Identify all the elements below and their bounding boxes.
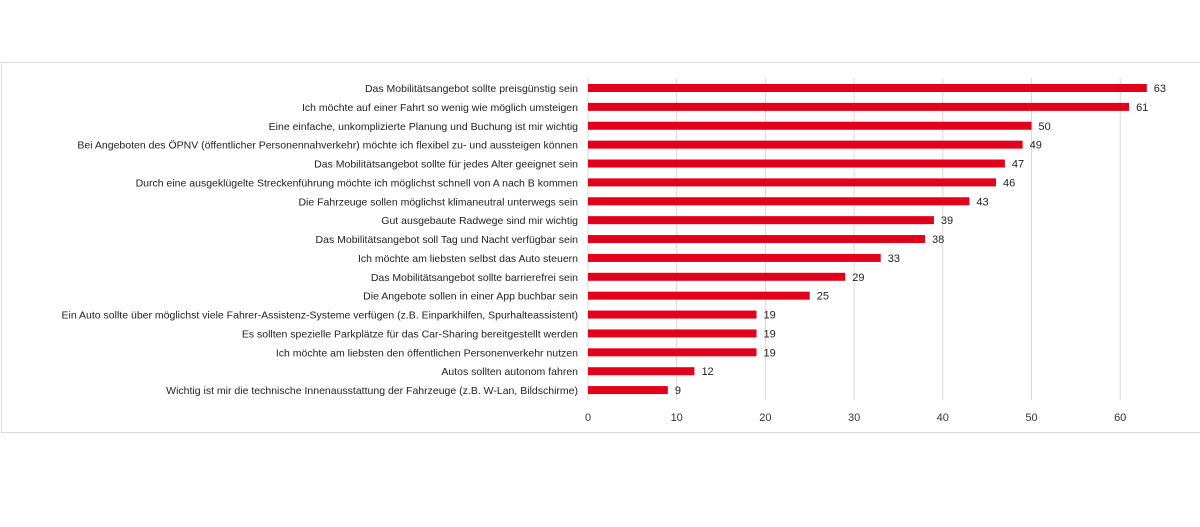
category-label: Ich möchte auf einer Fahrt so wenig wie …: [302, 102, 578, 114]
bar: [588, 291, 810, 300]
category-label: Das Mobilitätsangebot soll Tag und Nacht…: [316, 234, 579, 246]
data-label: 38: [932, 234, 944, 246]
chart-frame: [1, 62, 1200, 433]
bar: [588, 84, 1147, 92]
x-tick-label: 0: [585, 412, 591, 424]
data-label: 19: [764, 347, 776, 359]
x-tick-label: 40: [937, 412, 949, 424]
data-label: 49: [1030, 140, 1042, 152]
data-label: 43: [976, 196, 988, 208]
data-label: 33: [888, 253, 900, 265]
bar: [588, 178, 997, 187]
data-label: 47: [1012, 159, 1024, 171]
x-tick-label: 10: [671, 412, 683, 424]
data-label: 39: [941, 215, 953, 227]
data-label: 46: [1003, 177, 1015, 189]
bar: [588, 329, 757, 338]
data-label: 19: [764, 328, 776, 340]
category-label: Die Fahrzeuge sollen möglichst klimaneut…: [298, 196, 578, 208]
data-label: 50: [1039, 121, 1051, 133]
category-label: Es sollten spezielle Parkplätze für das …: [242, 328, 578, 340]
x-tick-label: 20: [759, 412, 771, 424]
bar: [588, 348, 757, 357]
category-label: Durch eine ausgeklügelte Streckenführung…: [136, 177, 579, 189]
x-tick-label: 60: [1114, 412, 1126, 424]
data-label: 29: [852, 272, 864, 284]
bar: [588, 253, 881, 262]
category-label: Ein Auto sollte über möglichst viele Fah…: [62, 310, 578, 322]
data-label: 9: [675, 385, 681, 397]
bar: [588, 140, 1023, 149]
bar: [588, 386, 668, 395]
bar: [588, 235, 926, 244]
category-label: Eine einfache, unkomplizierte Planung un…: [269, 121, 579, 133]
data-label: 25: [817, 291, 829, 303]
category-label: Das Mobilitätsangebot sollte barrierefre…: [371, 272, 578, 284]
bar: [588, 121, 1032, 130]
category-label: Ich möchte am liebsten selbst das Auto s…: [358, 253, 578, 265]
category-label: Die Angebote sollen in einer App buchbar…: [363, 291, 578, 303]
bar: [588, 197, 970, 206]
bar: [588, 216, 934, 225]
bar: [588, 272, 846, 281]
data-label: 12: [701, 366, 713, 378]
category-label: Ich möchte am liebsten den öffentlichen …: [276, 347, 578, 359]
data-label: 63: [1154, 83, 1166, 95]
category-label: Gut ausgebaute Radwege sind mir wichtig: [381, 215, 578, 227]
data-label: 19: [764, 310, 776, 322]
x-tick-label: 50: [1025, 412, 1037, 424]
bar: [588, 310, 757, 319]
category-label: Autos sollten autonom fahren: [441, 366, 578, 378]
bar: [588, 102, 1130, 111]
category-label: Das Mobilitätsangebot sollte preisgünsti…: [365, 83, 578, 95]
category-label: Das Mobilitätsangebot sollte für jedes A…: [314, 159, 578, 171]
x-tick-label: 30: [848, 412, 860, 424]
category-label: Wichtig ist mir die technische Innenauss…: [166, 385, 578, 397]
bar: [588, 367, 695, 376]
data-label: 61: [1136, 102, 1148, 114]
category-label: Bei Angeboten des ÖPNV (öffentlicher Per…: [77, 140, 578, 152]
bar: [588, 159, 1005, 168]
